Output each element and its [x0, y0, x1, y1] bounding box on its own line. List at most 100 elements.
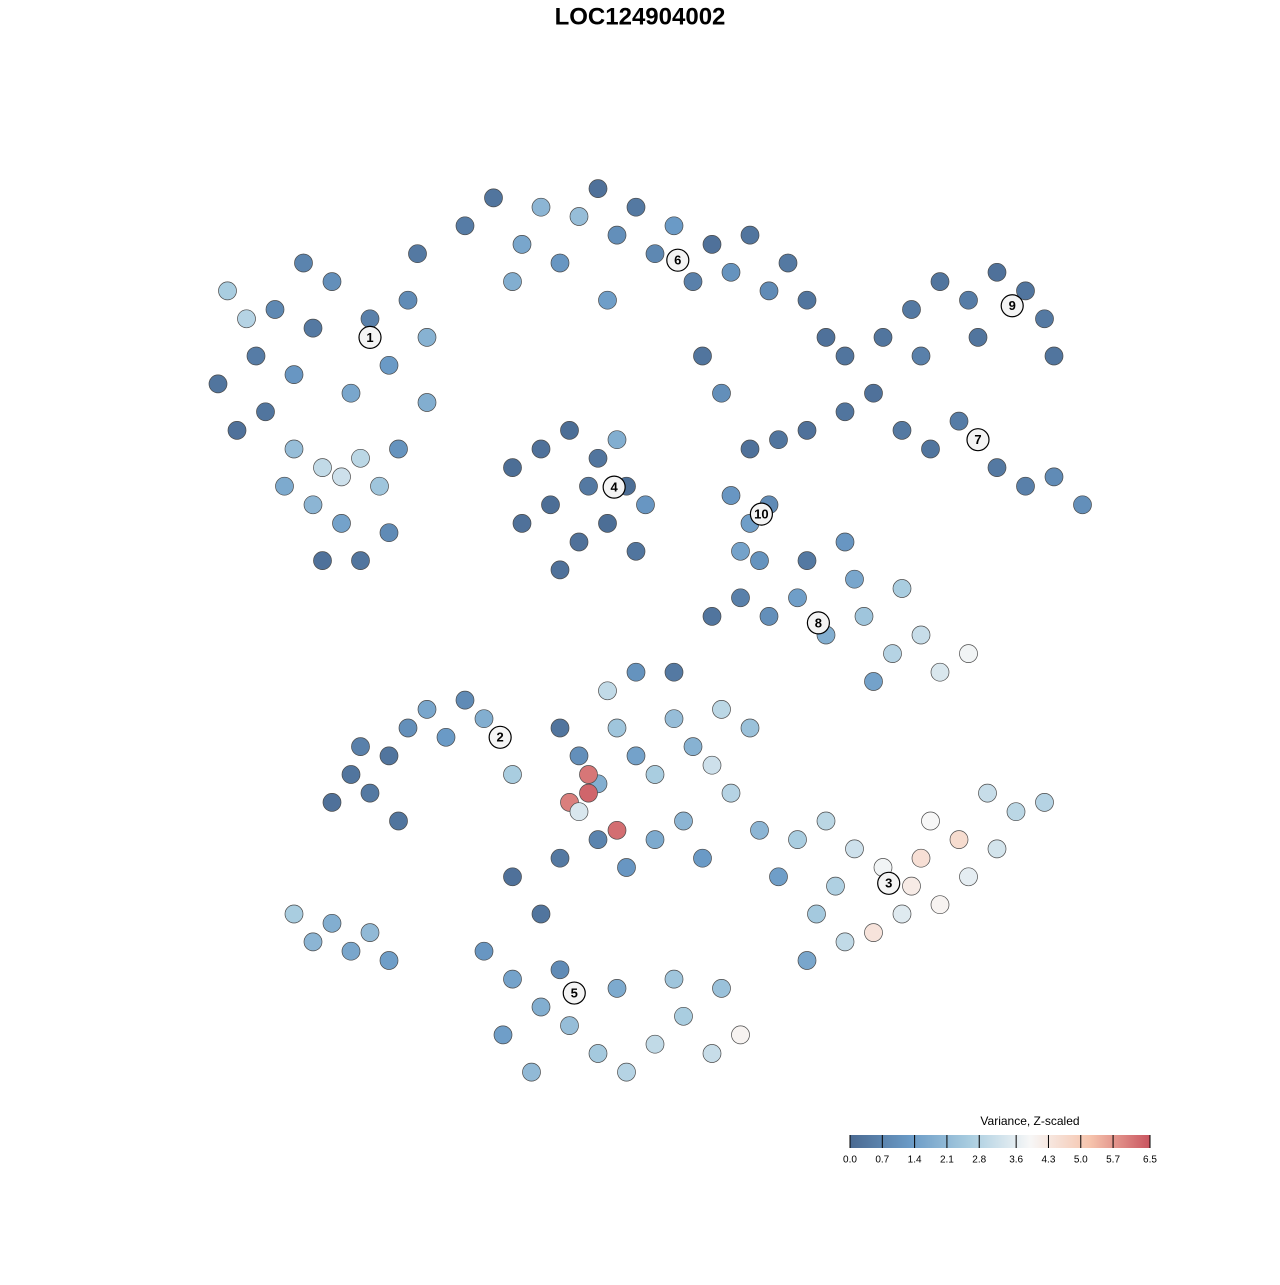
point: [712, 383, 731, 403]
point: [968, 328, 988, 347]
point: [541, 495, 560, 515]
point: [370, 476, 389, 496]
colorbar-tick-label: 1.4: [908, 1155, 922, 1166]
point: [921, 811, 940, 831]
point: [1044, 346, 1064, 366]
cluster-label: 5: [571, 985, 578, 1000]
point: [360, 309, 380, 329]
point: [579, 783, 598, 803]
cluster-label: 9: [1009, 298, 1016, 313]
point: [712, 700, 731, 719]
cluster-label: 2: [497, 730, 504, 745]
point: [911, 848, 931, 868]
point: [892, 579, 912, 598]
point: [721, 486, 741, 505]
point: [588, 179, 608, 198]
point: [1016, 476, 1035, 496]
point: [389, 439, 408, 459]
point: [864, 923, 883, 942]
point: [607, 979, 627, 998]
point: [531, 904, 551, 924]
cluster-label: 4: [611, 480, 619, 495]
point: [531, 439, 551, 459]
point: [864, 383, 883, 403]
point: [417, 393, 437, 412]
point: [664, 709, 684, 729]
point: [332, 514, 351, 533]
point: [797, 951, 817, 970]
point: [512, 514, 532, 533]
point: [208, 374, 228, 394]
point: [560, 421, 579, 440]
point: [531, 197, 551, 217]
point: [246, 346, 266, 366]
cluster-labels: 1 2 3 4 5 6 7 8 9 10: [358, 248, 1024, 1005]
point: [550, 718, 570, 738]
point: [693, 848, 712, 868]
point: [284, 365, 304, 384]
points: [208, 179, 1092, 1082]
point: [835, 532, 855, 552]
point: [911, 346, 931, 366]
point: [807, 904, 826, 924]
point: [702, 235, 722, 254]
point: [417, 328, 437, 347]
cluster-label-badge: [358, 325, 382, 349]
cluster-label-badge: [562, 981, 586, 1005]
point: [797, 421, 817, 440]
point: [987, 839, 1007, 859]
point: [569, 802, 589, 822]
point: [626, 197, 646, 217]
point: [902, 300, 921, 319]
point: [360, 783, 380, 803]
point: [284, 904, 304, 924]
colorbar-tick-label: 0.7: [875, 1155, 889, 1166]
point: [750, 820, 769, 840]
point: [930, 662, 950, 682]
point: [892, 421, 912, 440]
point: [740, 439, 760, 459]
point: [598, 290, 617, 310]
point: [683, 737, 703, 756]
point: [674, 1006, 693, 1026]
point: [674, 811, 693, 831]
point: [322, 793, 342, 812]
point: [721, 783, 741, 803]
point: [341, 383, 361, 403]
point: [237, 309, 256, 329]
point: [883, 644, 902, 663]
point: [398, 290, 418, 310]
point: [626, 746, 646, 766]
point: [769, 430, 788, 450]
point: [588, 1044, 608, 1063]
cluster-label: 7: [974, 432, 981, 447]
point: [797, 551, 817, 570]
point: [389, 811, 408, 831]
point: [664, 662, 684, 682]
point: [436, 727, 456, 747]
point: [636, 495, 655, 515]
point: [664, 216, 684, 236]
point: [645, 765, 665, 784]
point: [379, 355, 399, 375]
point: [417, 700, 437, 719]
point: [303, 495, 323, 515]
colorbar-tick-label: 2.8: [972, 1155, 986, 1166]
point: [341, 765, 361, 784]
cluster-label-badge: [749, 502, 774, 526]
point: [303, 932, 323, 952]
point: [845, 839, 864, 859]
point: [341, 941, 361, 961]
point: [569, 207, 589, 226]
cluster-label: 6: [674, 253, 681, 268]
cluster-label-badge: [488, 725, 512, 749]
point: [493, 1025, 513, 1045]
point: [256, 402, 275, 422]
point: [1073, 495, 1092, 515]
point: [835, 346, 855, 366]
colorbar-gradient: [850, 1135, 1150, 1148]
point: [503, 272, 522, 291]
point: [360, 923, 380, 942]
